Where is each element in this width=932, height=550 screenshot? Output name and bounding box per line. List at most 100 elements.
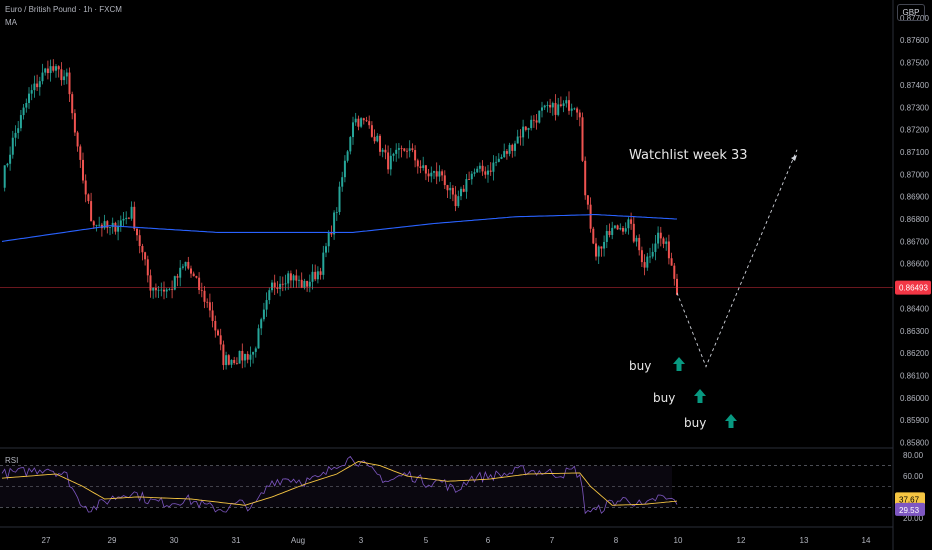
candle-body <box>495 161 498 163</box>
candle-body <box>57 66 60 70</box>
candle-body <box>476 168 479 173</box>
candle-body <box>608 231 611 235</box>
candle-body <box>462 188 465 192</box>
candle-body <box>562 103 565 106</box>
candle-body <box>505 151 508 154</box>
candle-body <box>257 328 260 349</box>
candle-body <box>592 228 595 244</box>
candle-body <box>52 66 55 71</box>
candle-body <box>14 132 17 138</box>
candle-body <box>173 276 176 290</box>
candle-body <box>322 252 325 275</box>
candle-body <box>44 68 47 73</box>
candle-body <box>181 266 184 268</box>
currency-button[interactable]: GBP <box>897 4 925 21</box>
rsi-tick-label: 20.00 <box>903 514 924 523</box>
candle-body <box>487 170 489 175</box>
candle-body <box>11 137 14 155</box>
candle-body <box>492 162 495 172</box>
candle-body <box>55 66 57 71</box>
candle-body <box>549 104 552 108</box>
candle-body <box>667 241 670 259</box>
candle-body <box>281 283 284 285</box>
candle-body <box>154 287 157 291</box>
candle-body <box>622 227 624 232</box>
candle-body <box>171 289 174 290</box>
candle-body <box>260 319 263 329</box>
candle-body <box>538 110 541 123</box>
candle-body <box>341 177 344 187</box>
candle-body <box>76 132 79 147</box>
candle-body <box>306 280 309 287</box>
candle-body <box>387 152 390 170</box>
candle-body <box>316 271 319 280</box>
candle-body <box>308 281 311 287</box>
candle-body <box>268 290 271 301</box>
candle-body <box>416 160 419 167</box>
candle-body <box>516 136 519 144</box>
candle-body <box>225 355 228 366</box>
candle-body <box>384 149 387 153</box>
candle-body <box>144 252 147 260</box>
candle-body <box>611 227 614 235</box>
candle-body <box>397 148 400 150</box>
candle-body <box>184 261 187 267</box>
candle-body <box>408 148 411 151</box>
rsi-ma-line <box>1 461 678 506</box>
candle-body <box>489 170 492 172</box>
candle-body <box>651 251 654 257</box>
price-tick-label: 0.85900 <box>900 416 929 425</box>
candle-body <box>430 172 433 177</box>
candle-body <box>17 128 20 133</box>
candle-body <box>665 241 668 244</box>
candle-body <box>392 153 395 156</box>
candle-body <box>192 273 195 277</box>
candle-body <box>524 126 527 130</box>
price-tick-label: 0.87200 <box>900 126 929 135</box>
candle-body <box>581 117 584 161</box>
candle-body <box>557 104 560 115</box>
candle-body <box>276 287 279 289</box>
candle-body <box>311 271 314 282</box>
candle-body <box>246 354 249 360</box>
candle-body <box>217 330 219 336</box>
time-tick-label: 12 <box>737 536 746 545</box>
ma-indicator-label[interactable]: MA <box>5 18 17 27</box>
candle-body <box>589 204 592 229</box>
current-price-text: 0.86493 <box>899 284 928 293</box>
candle-body <box>343 160 346 178</box>
candle-body <box>295 275 298 281</box>
candle-body <box>109 227 111 228</box>
rsi-label[interactable]: RSI <box>5 456 19 465</box>
candle-body <box>252 351 255 355</box>
candle-body <box>60 69 63 81</box>
candle-body <box>570 108 573 111</box>
candle-body <box>400 148 403 149</box>
candle-body <box>265 300 268 310</box>
price-tick-label: 0.87500 <box>900 59 929 68</box>
candle-body <box>36 83 39 88</box>
time-tick-label: 7 <box>550 536 555 545</box>
candle-body <box>657 232 660 244</box>
candle-body <box>478 165 481 169</box>
candle-body <box>244 354 246 361</box>
candle-body <box>676 278 678 295</box>
candle-body <box>6 163 9 166</box>
candle-body <box>214 320 217 331</box>
candle-body <box>419 166 422 168</box>
candle-body <box>179 267 182 278</box>
candle-body <box>630 219 633 224</box>
time-tick-label: 3 <box>359 536 364 545</box>
candle-body <box>238 350 241 364</box>
candle-body <box>600 246 603 249</box>
candle-body <box>640 250 643 263</box>
price-tick-label: 0.86200 <box>900 349 929 358</box>
time-tick-label: 14 <box>862 536 871 545</box>
candle-body <box>368 121 371 126</box>
candle-body <box>379 135 381 152</box>
candle-body <box>616 225 619 230</box>
candle-body <box>522 126 525 138</box>
time-tick-label: 6 <box>486 536 491 545</box>
candle-body <box>578 112 581 118</box>
